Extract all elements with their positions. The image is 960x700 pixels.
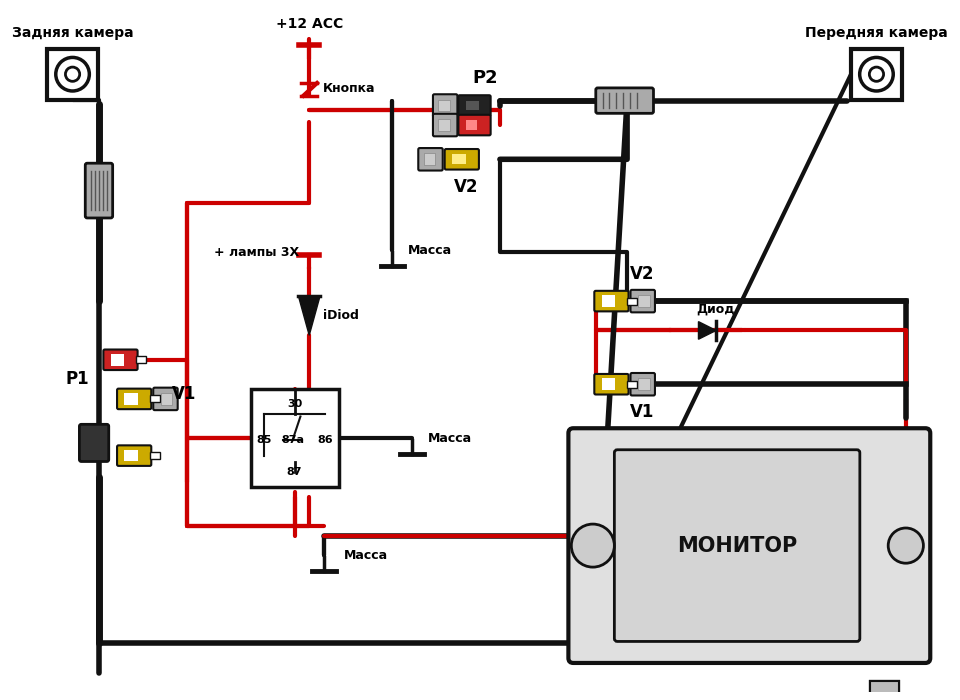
Text: V2: V2: [630, 265, 654, 283]
Text: Диод: Диод: [696, 302, 734, 316]
FancyBboxPatch shape: [614, 450, 860, 641]
Text: 86: 86: [317, 435, 333, 445]
Bar: [870, 680, 899, 700]
FancyBboxPatch shape: [117, 445, 152, 466]
FancyBboxPatch shape: [631, 290, 655, 312]
Text: Передняя камера: Передняя камера: [805, 26, 948, 40]
Bar: [150, 452, 159, 459]
Bar: [125, 450, 138, 461]
FancyBboxPatch shape: [594, 290, 629, 312]
Text: V2: V2: [453, 178, 478, 196]
FancyBboxPatch shape: [458, 115, 491, 135]
Circle shape: [870, 67, 883, 81]
Bar: [851, 49, 901, 99]
FancyBboxPatch shape: [594, 374, 629, 395]
Text: 87: 87: [287, 467, 302, 477]
FancyBboxPatch shape: [85, 163, 112, 218]
FancyBboxPatch shape: [631, 373, 655, 395]
FancyBboxPatch shape: [419, 148, 443, 171]
FancyBboxPatch shape: [154, 388, 178, 410]
Bar: [870, 680, 899, 700]
FancyBboxPatch shape: [458, 95, 491, 116]
Bar: [439, 119, 450, 131]
Bar: [466, 101, 479, 111]
Circle shape: [888, 528, 924, 564]
Bar: [423, 153, 436, 165]
Text: Кнопка: Кнопка: [323, 83, 375, 95]
FancyBboxPatch shape: [596, 88, 654, 113]
Bar: [602, 379, 615, 390]
Text: V1: V1: [172, 385, 197, 403]
Bar: [150, 395, 159, 402]
Bar: [870, 680, 899, 700]
FancyBboxPatch shape: [80, 424, 108, 461]
Text: 85: 85: [256, 435, 272, 445]
Bar: [602, 295, 615, 307]
Bar: [47, 49, 98, 99]
Bar: [439, 99, 450, 111]
Bar: [637, 295, 650, 307]
Text: iDiod: iDiod: [323, 309, 359, 322]
FancyBboxPatch shape: [433, 94, 457, 117]
Bar: [627, 298, 636, 304]
FancyBboxPatch shape: [444, 149, 479, 169]
Polygon shape: [299, 296, 320, 335]
Bar: [627, 381, 636, 388]
Text: + лампы 3X: + лампы 3X: [214, 246, 300, 259]
FancyBboxPatch shape: [568, 428, 930, 663]
Text: P2: P2: [472, 69, 498, 87]
Text: P1: P1: [65, 370, 89, 388]
Circle shape: [571, 524, 614, 567]
FancyBboxPatch shape: [117, 389, 152, 410]
Circle shape: [860, 57, 893, 91]
Text: 30: 30: [287, 399, 302, 409]
Bar: [637, 379, 650, 390]
Text: 87a: 87a: [281, 435, 304, 445]
FancyBboxPatch shape: [433, 114, 457, 136]
Bar: [110, 354, 125, 365]
Bar: [870, 680, 899, 700]
Text: Масса: Масса: [408, 244, 452, 257]
Polygon shape: [699, 321, 716, 340]
Bar: [160, 393, 172, 405]
Circle shape: [56, 57, 89, 91]
Bar: [466, 120, 477, 130]
Bar: [125, 393, 138, 405]
Bar: [136, 356, 146, 363]
Text: МОНИТОР: МОНИТОР: [677, 536, 797, 556]
Text: +12 ACC: +12 ACC: [276, 18, 343, 32]
Text: Масса: Масса: [427, 431, 471, 444]
FancyBboxPatch shape: [104, 349, 137, 370]
Text: V1: V1: [630, 402, 654, 421]
Circle shape: [65, 67, 80, 81]
Text: Масса: Масса: [344, 549, 388, 562]
Bar: [251, 389, 339, 487]
Text: Задняя камера: Задняя камера: [12, 26, 133, 40]
Bar: [452, 155, 466, 164]
